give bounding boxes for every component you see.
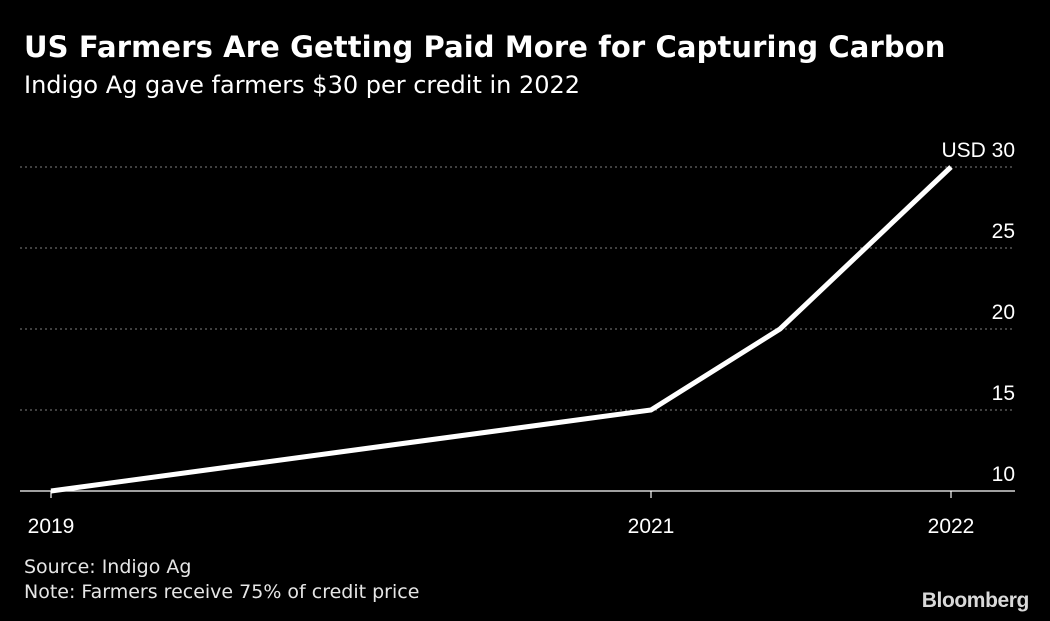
gridlines xyxy=(20,166,1015,411)
series-line xyxy=(50,165,953,494)
source-note: Source: Indigo Ag xyxy=(24,556,192,578)
x-tick-label: 2021 xyxy=(628,515,675,538)
y-tick-label: USD 30 xyxy=(941,139,1015,162)
x-axis xyxy=(20,490,1015,498)
y-tick-label: 20 xyxy=(992,301,1015,324)
chart-title: US Farmers Are Getting Paid More for Cap… xyxy=(24,30,946,64)
x-tick-label: 2019 xyxy=(28,515,75,538)
tick-labels: 10 15 20 25 USD 30 2019 2021 2022 xyxy=(28,139,1015,538)
y-tick-label: 15 xyxy=(992,382,1015,405)
y-tick-label: 25 xyxy=(992,220,1015,243)
bloomberg-logo: Bloomberg xyxy=(921,589,1030,612)
footnote: Note: Farmers receive 75% of credit pric… xyxy=(24,581,420,603)
y-tick-label: 10 xyxy=(992,463,1015,486)
x-tick-label: 2022 xyxy=(928,515,975,538)
chart-subtitle: Indigo Ag gave farmers $30 per credit in… xyxy=(24,71,581,99)
series-layer xyxy=(50,165,953,494)
